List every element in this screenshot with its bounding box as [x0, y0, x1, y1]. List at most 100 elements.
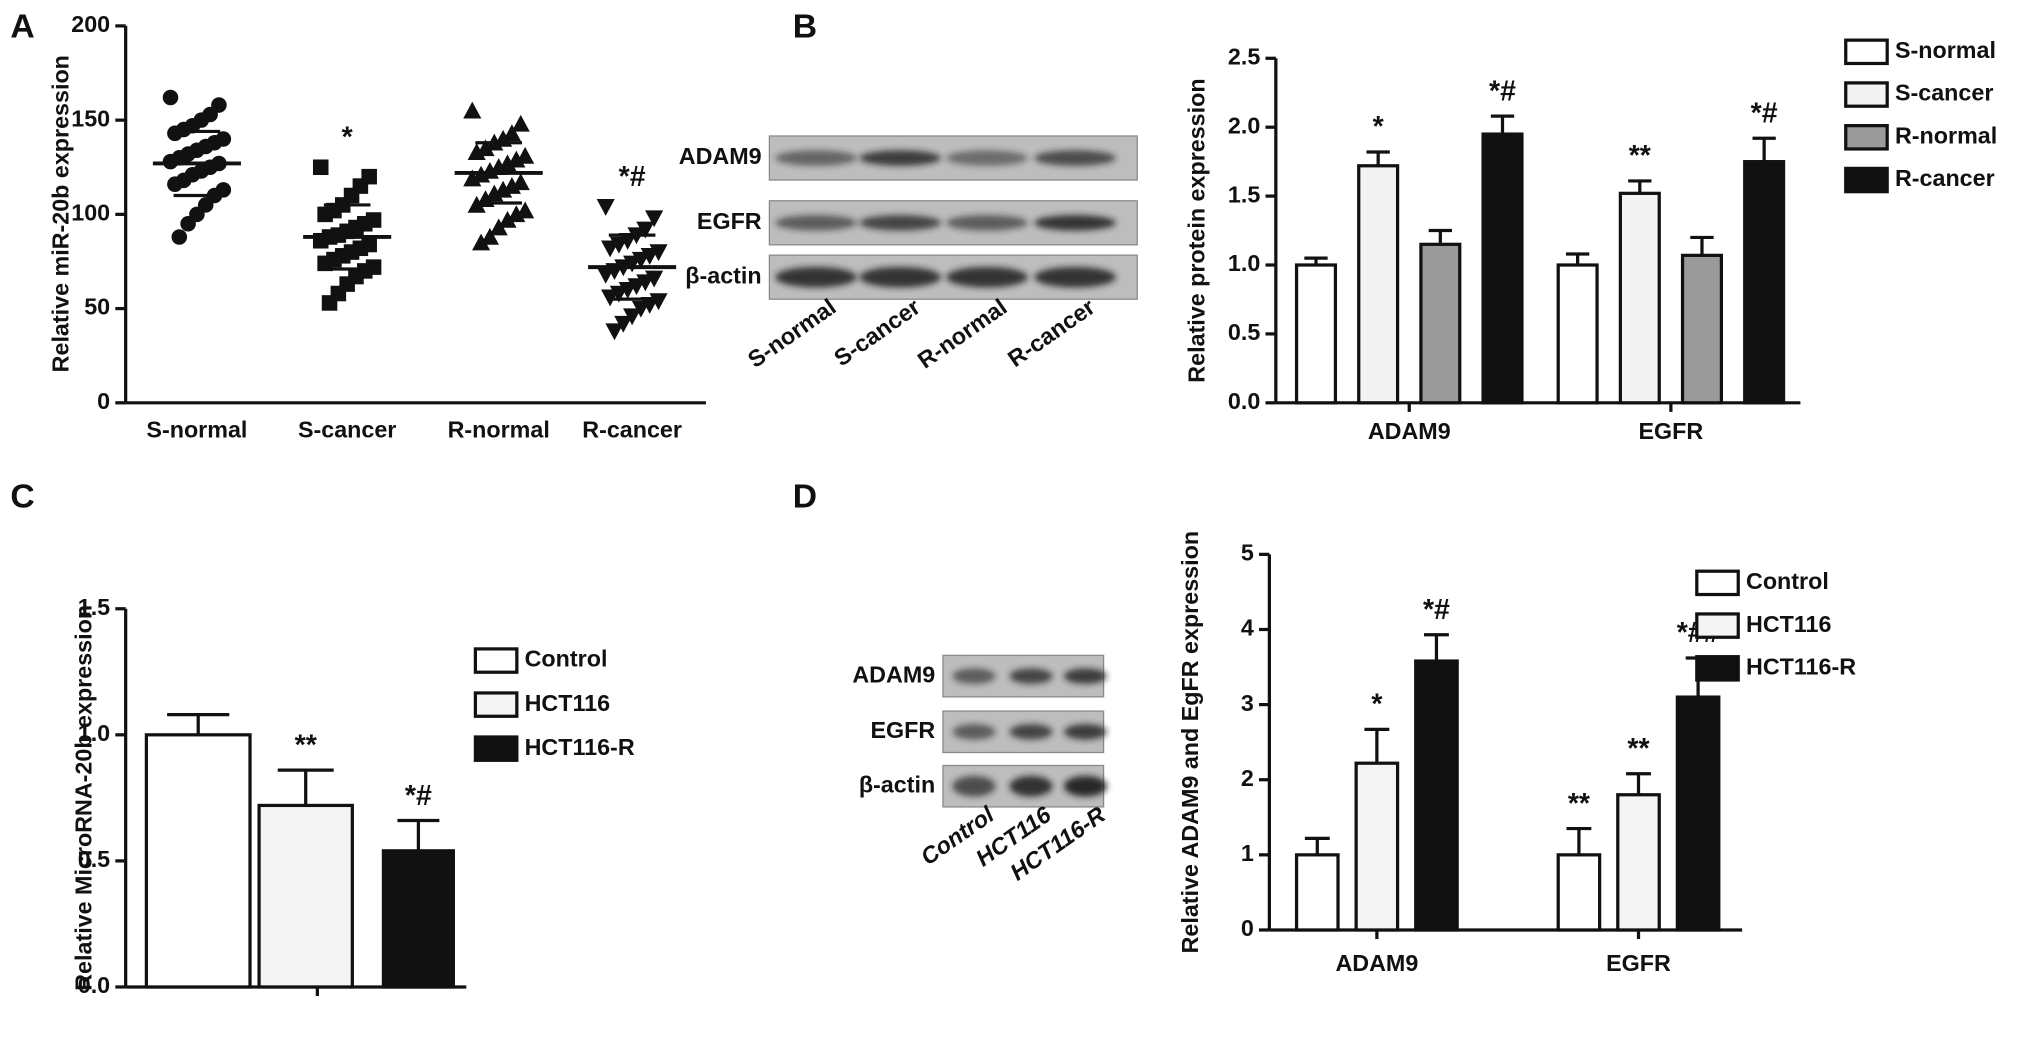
point — [631, 300, 650, 318]
bar — [144, 733, 252, 989]
blot-band — [1034, 150, 1116, 166]
bar — [257, 803, 354, 989]
significance: ** — [295, 729, 318, 761]
legend-swatch — [1844, 38, 1889, 66]
blot-band — [859, 215, 942, 231]
x-tick-label: S-cancer — [298, 416, 396, 442]
legend-label: R-cancer — [1895, 165, 1995, 191]
significance: ** — [1629, 140, 1652, 172]
point — [614, 315, 633, 333]
significance: ** — [1568, 788, 1591, 820]
y-tick-label: 5 — [1241, 540, 1254, 566]
y-tick-label: 1.0 — [1228, 250, 1260, 276]
bar — [1294, 853, 1340, 932]
point — [463, 101, 482, 119]
bar — [1354, 761, 1400, 932]
blot-band — [859, 266, 942, 288]
point — [317, 255, 333, 272]
legend-label: Control — [1746, 568, 1829, 594]
significance: *# — [1751, 97, 1778, 129]
significance: * — [1371, 689, 1383, 721]
x-tick-label: EGFR — [1606, 950, 1671, 976]
x-tick-label: S-normal — [146, 416, 247, 442]
legend-label: HCT116-R — [525, 734, 635, 760]
y-tick-label: 1.0 — [78, 720, 110, 746]
bar — [1556, 263, 1599, 405]
legend-swatch — [1844, 124, 1889, 151]
blot-band — [946, 215, 1028, 231]
y-tick-label: 2 — [1241, 765, 1254, 791]
blot-band — [775, 215, 857, 231]
point — [180, 216, 196, 232]
y-tick-label: 0.5 — [1228, 319, 1260, 345]
y-tick-label: 1.5 — [78, 594, 110, 620]
point — [645, 210, 664, 228]
panel-label: B — [793, 8, 817, 45]
legend-swatch — [1844, 166, 1889, 194]
blot-row-label: ADAM9 — [679, 143, 762, 169]
blot-band — [1009, 668, 1053, 684]
y-tick-label: 100 — [71, 200, 110, 226]
point — [463, 169, 482, 187]
blot-row-label: β-actin — [685, 262, 761, 288]
point — [317, 206, 333, 223]
y-tick-label: 1 — [1241, 840, 1254, 866]
bar — [1419, 242, 1462, 405]
point — [162, 89, 179, 106]
y-tick-label: 200 — [71, 11, 110, 37]
y-tick-label: 50 — [84, 294, 110, 320]
y-axis-label: Relative miR-20b expression — [47, 55, 73, 372]
point — [636, 221, 655, 239]
legend-label: HCT116 — [525, 690, 611, 716]
legend-swatch — [473, 647, 519, 674]
blot-band — [1063, 775, 1108, 797]
bar — [1414, 659, 1459, 932]
significance: * — [342, 121, 354, 153]
point — [167, 176, 183, 192]
y-tick-label: 1.5 — [1228, 181, 1260, 207]
point — [596, 266, 615, 284]
blot-lane-label: S-cancer — [829, 294, 925, 372]
y-tick-label: 2.5 — [1228, 43, 1260, 69]
point — [605, 323, 624, 341]
point — [489, 218, 508, 236]
point — [623, 308, 642, 326]
legend-label: S-normal — [1895, 37, 1996, 63]
x-tick-label: ADAM9 — [1368, 418, 1451, 444]
blot-band — [1063, 724, 1108, 740]
point — [596, 199, 615, 216]
legend-swatch — [1695, 655, 1740, 682]
blot-band — [1063, 668, 1108, 684]
point — [511, 114, 530, 132]
blot-band — [775, 266, 857, 288]
point — [467, 143, 486, 160]
point — [498, 210, 517, 228]
blot-lane-label: R-cancer — [1003, 294, 1100, 372]
y-tick-label: 2.0 — [1228, 112, 1260, 138]
y-tick-label: 150 — [71, 105, 110, 131]
legend-swatch — [473, 735, 519, 762]
bar — [1743, 160, 1786, 405]
bar — [1294, 263, 1338, 405]
y-axis-label: Relative protein expression — [1183, 78, 1209, 382]
legend-swatch — [1695, 569, 1740, 597]
point — [507, 205, 526, 223]
significance: * — [1373, 111, 1385, 143]
y-tick-label: 0.0 — [78, 972, 110, 998]
y-tick-label: 4 — [1241, 615, 1254, 641]
y-tick-label: 0.0 — [1228, 388, 1260, 414]
x-tick-label: EGFR — [1639, 418, 1704, 444]
point — [601, 240, 620, 258]
legend-label: S-cancer — [1895, 80, 1993, 106]
panel-label: C — [10, 479, 34, 516]
blot-band — [1009, 775, 1053, 797]
point — [312, 159, 329, 176]
significance: *# — [405, 780, 432, 812]
point — [485, 184, 504, 202]
point — [321, 295, 338, 311]
bar — [1616, 793, 1661, 932]
point — [167, 125, 183, 142]
legend-swatch — [1695, 612, 1740, 639]
blot-band — [952, 724, 996, 740]
blot-band — [1034, 215, 1116, 231]
